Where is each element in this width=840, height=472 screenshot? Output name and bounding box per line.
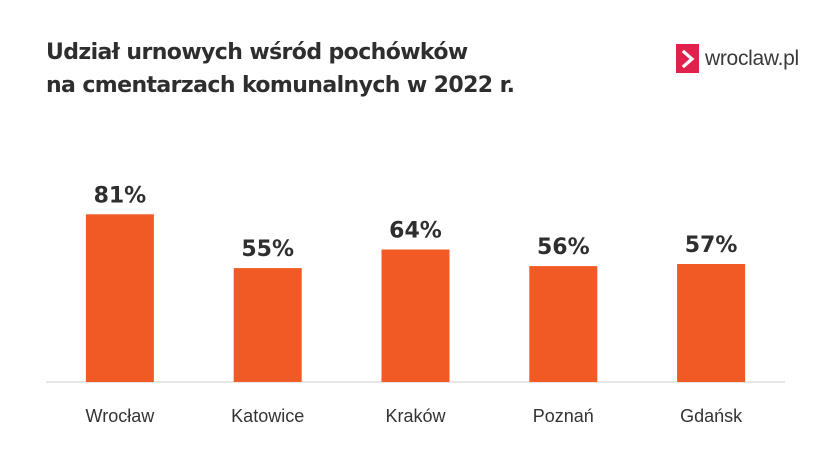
bar (85, 214, 154, 382)
bar-group: 81% Wrocław (86, 183, 156, 426)
bar-group: 64% Kraków (381, 219, 450, 426)
bar (529, 266, 598, 382)
chart-title-line-2: na cmentarzach komunalnych w 2022 r. (46, 73, 515, 98)
chevron-right-icon (676, 44, 699, 73)
chart-title: Udział urnowych wśród pochówków na cment… (46, 36, 606, 102)
bar-group: 56% Poznań (529, 235, 598, 426)
brand-logo[interactable]: wroclaw.pl (676, 44, 799, 73)
x-tick-label: Gdańsk (680, 406, 743, 426)
bar (233, 268, 302, 382)
data-label: 81% (94, 183, 147, 208)
bar-group: 55% Katowice (231, 237, 304, 426)
x-tick-label: Wrocław (86, 406, 156, 426)
x-tick-label: Poznań (533, 406, 594, 426)
data-label: 55% (241, 237, 294, 262)
x-tick-label: Katowice (231, 406, 304, 426)
bar (381, 249, 450, 382)
bar-group: 57% Gdańsk (677, 233, 746, 426)
chart-title-line-1: Udział urnowych wśród pochówków (46, 40, 468, 65)
data-label: 57% (685, 233, 738, 258)
bar (677, 264, 746, 382)
data-label: 56% (537, 235, 590, 260)
brand-logo-text: wroclaw.pl (705, 46, 799, 70)
x-tick-label: Kraków (385, 406, 446, 426)
data-label: 64% (389, 219, 442, 244)
